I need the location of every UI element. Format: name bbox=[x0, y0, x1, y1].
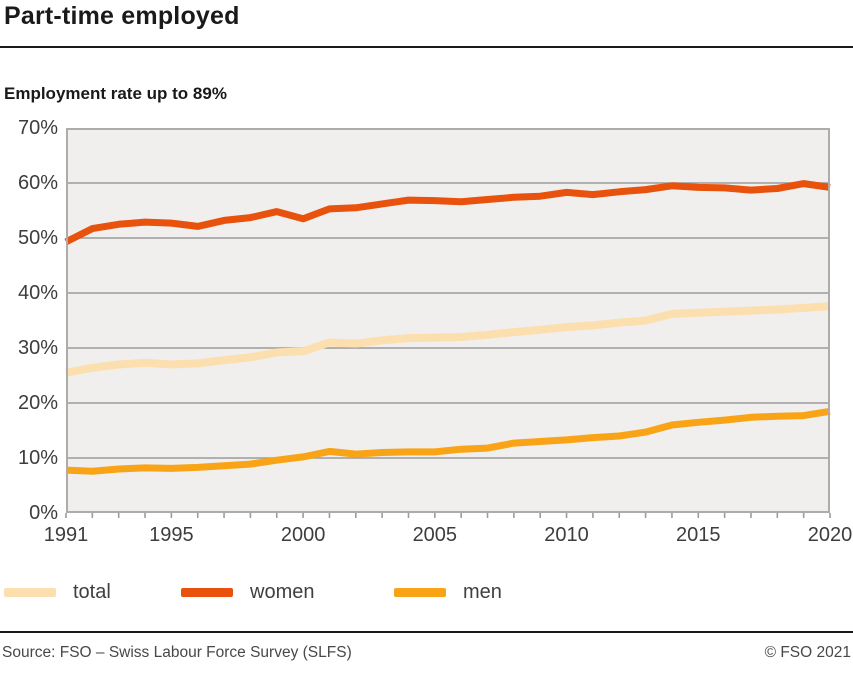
legend-label-total: total bbox=[73, 581, 111, 603]
line-chart-plot-area bbox=[64, 128, 831, 518]
part-time-line-chart bbox=[64, 128, 831, 518]
y-tick-label: 40% bbox=[17, 282, 58, 304]
legend-swatch-women bbox=[181, 588, 233, 597]
x-tick-label: 2020 bbox=[807, 524, 853, 546]
chart-legend: total women men bbox=[0, 581, 853, 607]
page-title: Part-time employed bbox=[4, 2, 240, 30]
y-tick-label: 50% bbox=[17, 227, 58, 249]
legend-item-men: men bbox=[394, 581, 502, 604]
x-tick-label: 2005 bbox=[412, 524, 458, 546]
legend-label-women: women bbox=[250, 581, 315, 603]
line-total bbox=[65, 302, 831, 377]
title-divider bbox=[0, 46, 853, 48]
legend-swatch-total bbox=[4, 588, 56, 597]
y-tick-label: 0% bbox=[29, 502, 58, 524]
x-tick-label: 2015 bbox=[676, 524, 721, 546]
chart-subtitle: Employment rate up to 89% bbox=[4, 84, 227, 103]
x-tick-label: 1995 bbox=[149, 524, 194, 546]
line-women bbox=[64, 180, 831, 246]
source-note: Source: FSO – Swiss Labour Force Survey … bbox=[2, 644, 352, 661]
y-tick-label: 60% bbox=[17, 172, 58, 194]
footer: Source: FSO – Swiss Labour Force Survey … bbox=[2, 644, 851, 662]
x-tick-label: 2000 bbox=[280, 524, 326, 546]
legend-item-total: total bbox=[4, 581, 111, 604]
copyright-note: © FSO 2021 bbox=[764, 644, 851, 661]
y-tick-label: 10% bbox=[17, 447, 58, 469]
legend-swatch-men bbox=[394, 588, 446, 597]
y-tick-label: 30% bbox=[17, 337, 58, 359]
plot-border bbox=[66, 128, 830, 513]
x-tick-label: 2010 bbox=[544, 524, 589, 546]
footer-divider bbox=[0, 631, 853, 633]
y-tick-label: 70% bbox=[17, 117, 58, 139]
line-men bbox=[65, 407, 831, 475]
x-tick-label: 1991 bbox=[43, 524, 89, 546]
legend-label-men: men bbox=[463, 581, 502, 603]
legend-item-women: women bbox=[181, 581, 314, 604]
y-tick-label: 20% bbox=[17, 392, 58, 414]
